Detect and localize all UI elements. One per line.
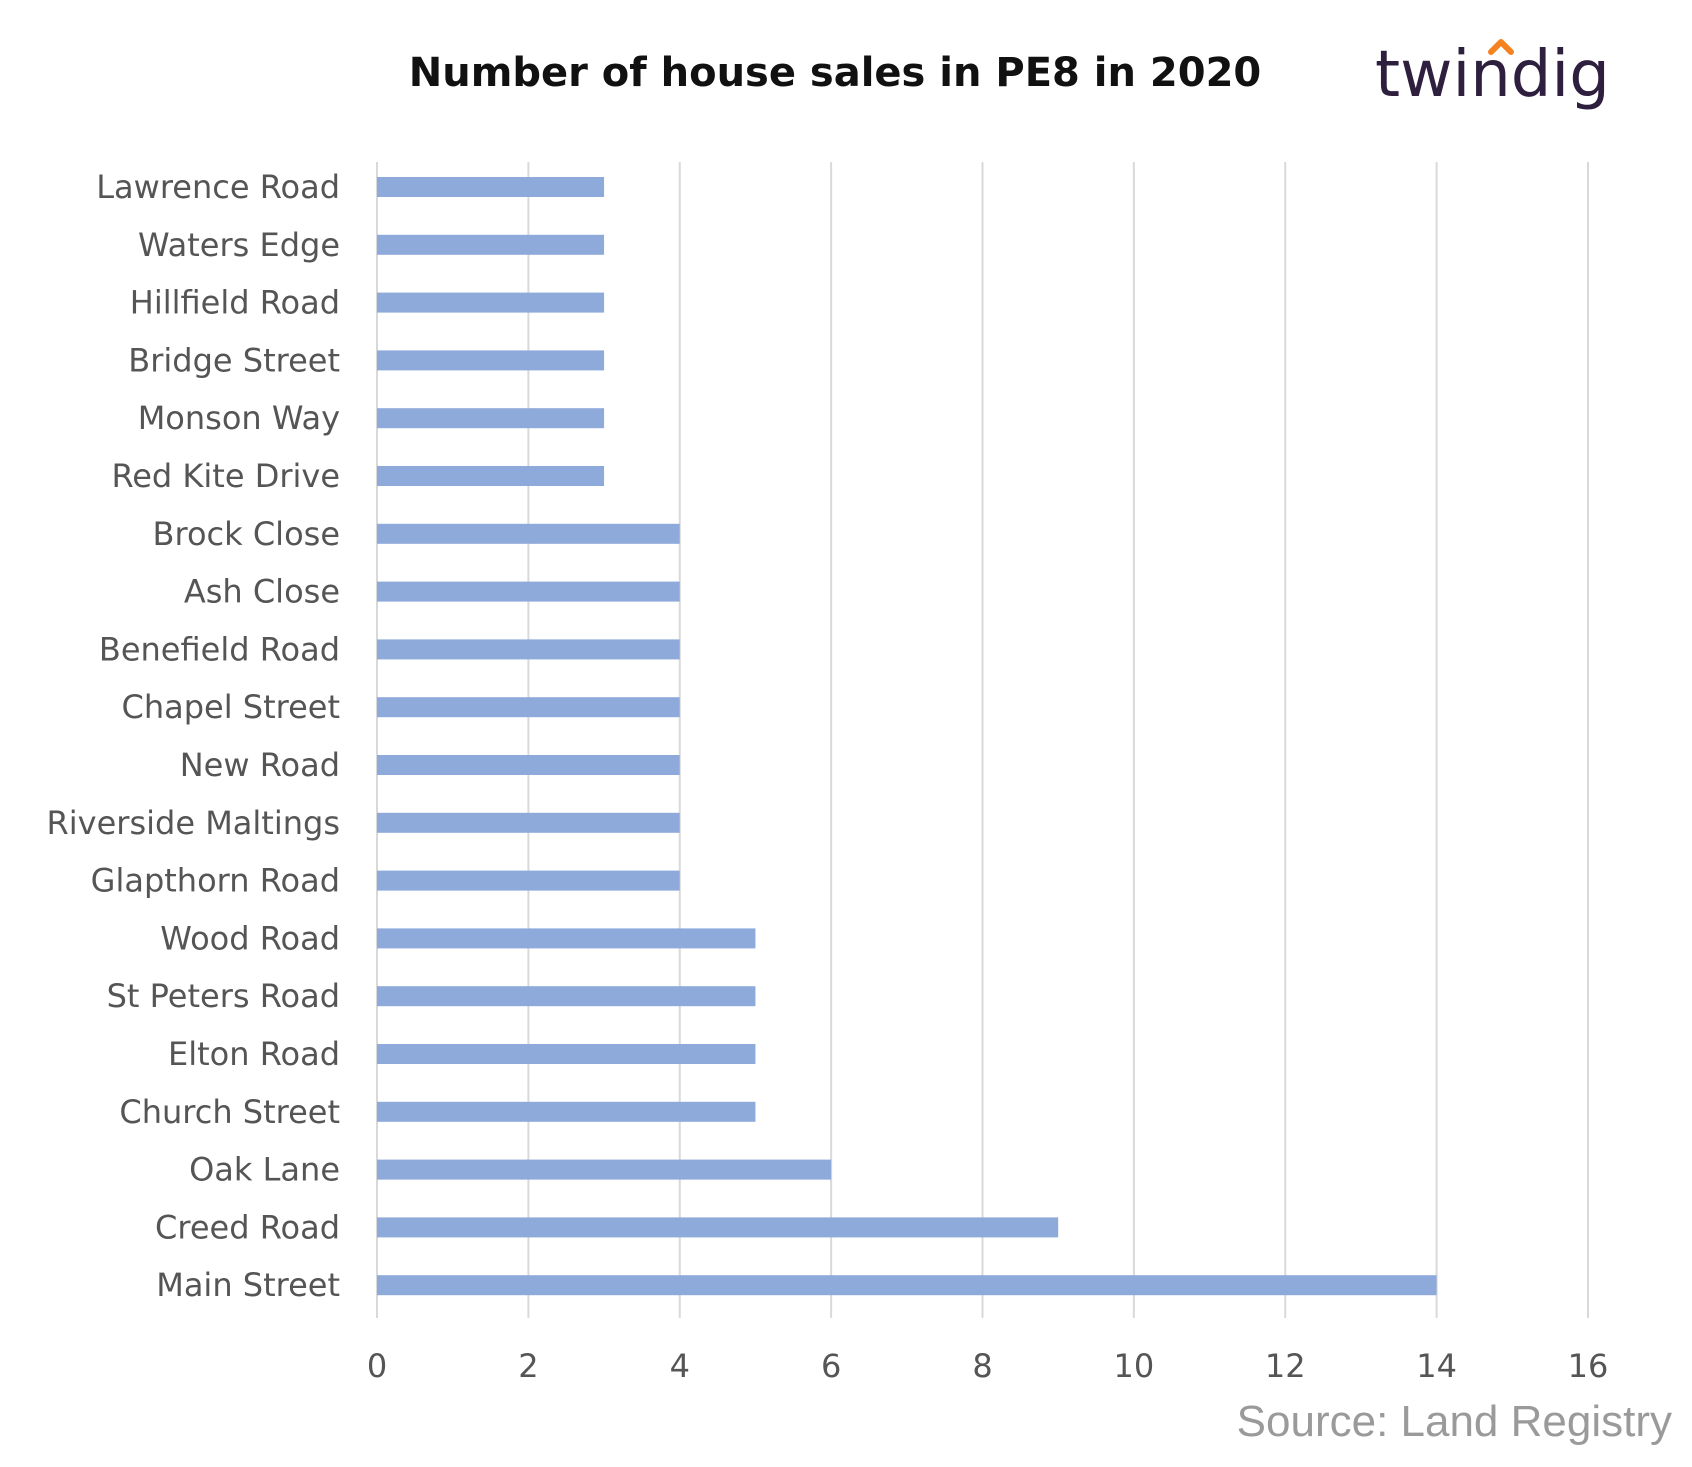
category-label: Wood Road	[160, 919, 340, 957]
bar-waters-edge	[377, 234, 605, 255]
bar-riverside-maltings	[377, 812, 680, 833]
category-label: Brock Close	[153, 515, 340, 553]
category-label: Lawrence Road	[96, 168, 340, 206]
category-label: Elton Road	[168, 1035, 340, 1073]
category-label: New Road	[180, 746, 340, 784]
category-label: Glapthorn Road	[91, 862, 340, 900]
x-tick-label: 10	[1114, 1347, 1155, 1385]
category-label: Hillfield Road	[130, 284, 340, 322]
bars	[377, 177, 1437, 1296]
bar-creed-road	[377, 1217, 1059, 1238]
category-label: Chapel Street	[121, 688, 340, 726]
bar-church-street	[377, 1101, 756, 1122]
category-label: Bridge Street	[128, 341, 340, 379]
category-label: Monson Way	[138, 399, 340, 437]
bar-brock-close	[377, 523, 680, 544]
bar-chapel-street	[377, 697, 680, 718]
bar-new-road	[377, 755, 680, 775]
category-labels: Lawrence Road Waters Edge Hillfield Road Br…	[47, 168, 340, 1304]
logo-accent-chevron-icon	[1488, 39, 1514, 55]
category-label: Oak Lane	[189, 1151, 340, 1189]
bar-elton-road	[377, 1044, 756, 1064]
chart-title: Number of house sales in PE8 in 2020	[409, 50, 1261, 96]
x-tick-label: 2	[518, 1347, 538, 1385]
source-note: Source: Land Registry	[1237, 1397, 1672, 1446]
x-tick-label: 14	[1416, 1347, 1457, 1385]
bar-wood-road	[377, 928, 756, 949]
bar-oak-lane	[377, 1159, 832, 1180]
category-label: Church Street	[119, 1093, 340, 1131]
category-label: Waters Edge	[138, 226, 340, 264]
bar-lawrence-road	[377, 177, 605, 197]
bar-st-peters-road	[377, 986, 756, 1007]
category-label: Ash Close	[184, 573, 340, 611]
bar-red-kite-drive	[377, 466, 605, 486]
x-tick-label: 0	[367, 1347, 387, 1385]
gridlines	[376, 162, 1589, 1318]
bar-bridge-street	[377, 350, 605, 371]
x-tick-label: 4	[670, 1347, 690, 1385]
bar-ash-close	[377, 581, 680, 602]
x-tick-label: 16	[1568, 1347, 1609, 1385]
x-axis-tick-labels: 0 2 4 6 8 10 12 14 16	[367, 1347, 1609, 1385]
x-tick-label: 6	[821, 1347, 841, 1385]
category-label: Main Street	[156, 1266, 340, 1304]
category-label: Benefield Road	[99, 630, 340, 668]
category-label: Riverside Maltings	[47, 804, 340, 842]
bar-benefield-road	[377, 639, 680, 660]
bar-hillfield-road	[377, 292, 605, 313]
bar-glapthorn-road	[377, 870, 680, 891]
bar-main-street	[377, 1275, 1437, 1296]
category-label: Red Kite Drive	[111, 457, 340, 495]
twindig-logo: twindig	[1375, 38, 1610, 112]
x-tick-label: 12	[1265, 1347, 1306, 1385]
bar-monson-way	[377, 408, 605, 429]
category-label: Creed Road	[155, 1208, 340, 1246]
category-label: St Peters Road	[107, 977, 340, 1015]
x-tick-label: 8	[972, 1347, 992, 1385]
